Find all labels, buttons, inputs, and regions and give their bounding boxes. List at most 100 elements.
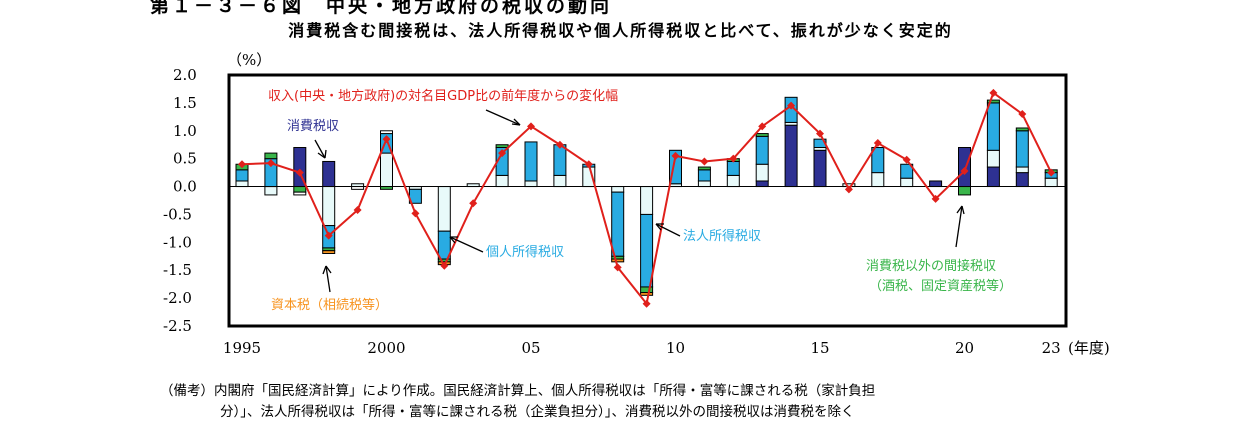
bar-segment bbox=[726, 160, 740, 176]
bar-segment bbox=[322, 186, 336, 227]
annotation-arrow-consumption bbox=[314, 139, 326, 159]
bar-segment bbox=[726, 174, 740, 188]
notes-line-1: （備考）内閣府「国民経済計算」により作成。国民経済計算上、個人所得税収は「所得・… bbox=[160, 383, 876, 399]
bar-segment bbox=[322, 250, 336, 254]
line-point bbox=[873, 139, 882, 148]
bar-segment bbox=[322, 160, 336, 188]
bar-segment bbox=[929, 180, 943, 188]
bar-segment bbox=[986, 166, 1000, 188]
bar-segment bbox=[755, 135, 769, 165]
line-point bbox=[613, 263, 622, 272]
x-tick-label: 10 bbox=[666, 339, 685, 357]
line-point bbox=[295, 168, 304, 177]
line-point bbox=[787, 101, 796, 110]
y-axis-ticks: 2.0 1.5 1.0 0.5 0.0 -0.5 -1.0 -1.5 -2.0 -2.5 bbox=[163, 66, 197, 335]
line-point bbox=[816, 129, 824, 138]
y-tick-label: -1.0 bbox=[163, 233, 192, 251]
notes: （備考）内閣府「国民経済計算」により作成。国民経済計算上、個人所得税収は「所得・… bbox=[160, 381, 1160, 423]
y-tick-label: -0.5 bbox=[163, 205, 192, 223]
annotation-arrow-consumption-head bbox=[317, 149, 327, 159]
annotation-arrow-personal bbox=[449, 236, 484, 253]
bar-segment bbox=[640, 186, 654, 215]
bar-segment bbox=[264, 152, 278, 160]
line-point bbox=[1047, 168, 1056, 177]
bar-segment bbox=[1015, 127, 1029, 132]
line-point bbox=[353, 205, 362, 214]
line-point bbox=[1018, 110, 1027, 119]
line-point bbox=[555, 140, 564, 149]
annotation-capital-label: 資本税（相続税等） bbox=[271, 297, 388, 313]
line-point bbox=[960, 166, 969, 175]
line-layer bbox=[238, 88, 1056, 308]
bar-segment bbox=[235, 169, 249, 182]
line-point bbox=[931, 194, 940, 203]
bar-segment bbox=[697, 180, 711, 188]
annotation-arrow-capital-head bbox=[322, 265, 332, 275]
bar-segment bbox=[380, 152, 393, 188]
bar-segment bbox=[495, 174, 509, 188]
bar-segment bbox=[986, 99, 1000, 104]
bar-segment bbox=[524, 180, 538, 188]
line-point bbox=[671, 151, 680, 160]
x-tick-label: 2000 bbox=[367, 339, 405, 357]
bar-segment bbox=[235, 180, 249, 188]
bar-segment bbox=[611, 186, 625, 193]
annotation-arrow-line bbox=[485, 109, 521, 126]
bar-segment bbox=[553, 144, 567, 176]
bar-segment bbox=[958, 186, 971, 196]
annotation-arrow-personal-head bbox=[449, 236, 458, 244]
y-tick-label: 1.5 bbox=[173, 94, 197, 112]
bar-segment bbox=[640, 213, 654, 288]
figure-subtitle: 消費税含む間接税は、法人所得税収や個人所得税収と比べて、振れが少なく安定的 bbox=[288, 21, 953, 40]
line-point bbox=[382, 135, 391, 144]
annotation-indirect-label-1: 消費税以外の間接税収 bbox=[866, 258, 996, 274]
bar-segment bbox=[871, 172, 885, 188]
x-axis-label: (年度) bbox=[1068, 339, 1110, 357]
line-point bbox=[989, 88, 998, 97]
line-point bbox=[238, 160, 246, 169]
line-point bbox=[902, 155, 911, 164]
line-point bbox=[440, 261, 449, 270]
annotation-personal-label: 個人所得税収 bbox=[486, 244, 564, 260]
bar-segment bbox=[293, 191, 307, 196]
bar-segment bbox=[553, 174, 567, 188]
bar-segment bbox=[755, 180, 769, 188]
bar-segment bbox=[755, 133, 769, 137]
annotation-arrow-corporate-head bbox=[655, 223, 664, 231]
line-point bbox=[729, 154, 738, 163]
bar-segment bbox=[437, 186, 451, 232]
annotation-consumption-label: 消費税収 bbox=[287, 119, 339, 134]
annotation-arrow-line-head bbox=[511, 118, 521, 126]
bar-segment bbox=[755, 163, 769, 182]
line-point bbox=[411, 209, 420, 218]
bar-segment bbox=[1015, 166, 1029, 174]
x-tick-label: 05 bbox=[521, 339, 540, 357]
line-point bbox=[844, 185, 853, 194]
annotation-arrow-capital bbox=[325, 265, 331, 293]
line-point bbox=[758, 122, 767, 131]
tax-revenue-chart: 2.0 1.5 1.0 0.5 0.0 -0.5 -1.0 -1.5 -2.0 -2.5 1995… bbox=[163, 51, 1110, 357]
bar-segment bbox=[871, 147, 885, 174]
line-point bbox=[266, 159, 275, 168]
bar-segment bbox=[784, 124, 798, 188]
x-tick-label: 20 bbox=[955, 339, 974, 357]
figure-title: 第１－３－６図 中央・地方政府の税収の動向 bbox=[150, 0, 613, 17]
y-axis-label: （%） bbox=[227, 51, 271, 69]
bar-segment bbox=[697, 169, 711, 182]
bar-segment bbox=[495, 144, 509, 149]
annotation-arrow-indirect-head bbox=[956, 205, 965, 215]
bar-segment bbox=[640, 292, 654, 296]
bar-segment bbox=[986, 149, 1000, 168]
bar-segment bbox=[524, 141, 538, 182]
bar-segment bbox=[611, 191, 625, 257]
line-point bbox=[700, 157, 709, 166]
line-point bbox=[584, 160, 593, 169]
bar-segment bbox=[380, 130, 393, 135]
y-tick-label: -1.5 bbox=[163, 261, 192, 279]
annotation-indirect-label-2: （酒税、固定資産税等） bbox=[869, 278, 1012, 294]
x-tick-label: 1995 bbox=[223, 339, 261, 357]
y-tick-label: 0.5 bbox=[173, 150, 197, 168]
y-tick-label: 1.0 bbox=[173, 122, 197, 140]
bar-segment bbox=[611, 258, 625, 263]
plot-frame bbox=[227, 73, 1068, 328]
